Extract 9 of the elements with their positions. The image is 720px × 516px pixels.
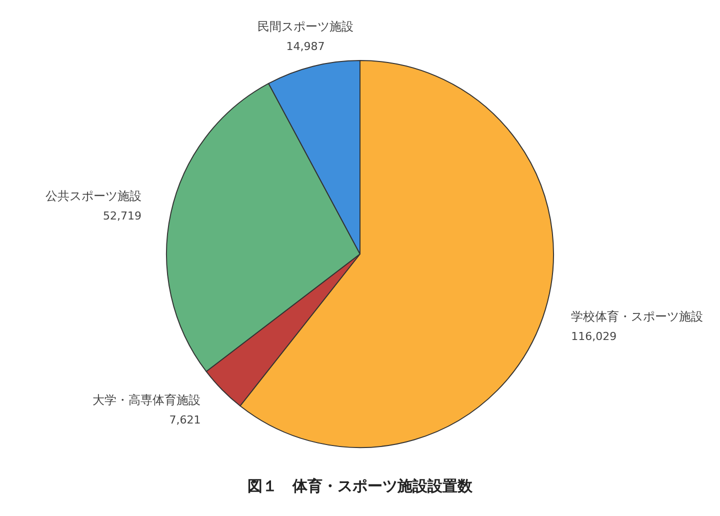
slice-label: 学校体育・スポーツ施設: [571, 309, 704, 324]
data-label: 116,029: [571, 330, 617, 344]
text: 図１ 体育・スポーツ施設設置数: [248, 476, 474, 495]
data-label: 52,719: [103, 210, 142, 223]
slice-label: 民間スポーツ施設: [258, 19, 354, 34]
data-label: 7,621: [169, 414, 201, 427]
slice-label: 大学・高専体育施設: [92, 392, 201, 407]
data-label: 14,987: [286, 40, 325, 54]
slice-label: 公共スポーツ施設: [46, 188, 142, 203]
